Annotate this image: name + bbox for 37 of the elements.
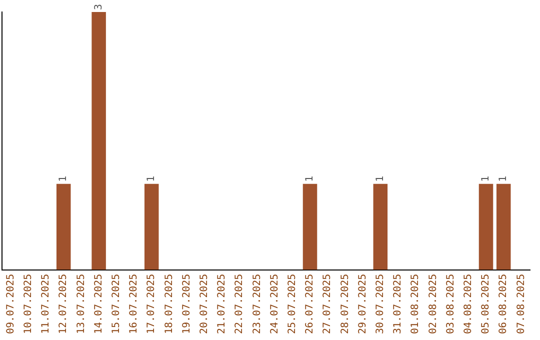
x-tick-label: 06.08.2025 <box>498 274 510 334</box>
x-tick-label: 01.08.2025 <box>410 274 422 334</box>
x-tick-label: 07.08.2025 <box>516 274 527 334</box>
x-tick-label: 23.07.2025 <box>252 274 263 334</box>
data-label: 1 <box>374 176 386 182</box>
data-label: 3 <box>93 4 104 10</box>
x-tick-label: 03.08.2025 <box>445 274 456 334</box>
x-tick-label: 26.07.2025 <box>304 274 316 334</box>
x-tick-label: 31.07.2025 <box>392 274 404 334</box>
x-tick-label: 15.07.2025 <box>110 274 122 334</box>
data-label: 1 <box>480 176 492 182</box>
x-tick-label: 27.07.2025 <box>322 274 334 334</box>
x-tick-label: 25.07.2025 <box>286 274 298 334</box>
x-tick-label: 09.07.2025 <box>5 274 16 334</box>
data-label: 1 <box>146 176 158 182</box>
x-tick-label: 10.07.2025 <box>22 274 34 334</box>
x-tick-label: 04.08.2025 <box>462 274 474 334</box>
x-tick-label: 11.07.2025 <box>40 274 52 334</box>
x-tick-label: 29.07.2025 <box>357 274 368 334</box>
x-tick-label: 16.07.2025 <box>128 274 140 334</box>
data-label: 1 <box>498 176 510 182</box>
x-tick-label: 14.07.2025 <box>93 274 104 334</box>
x-tick-label: 17.07.2025 <box>146 274 158 334</box>
x-tick-label: 12.07.2025 <box>58 274 70 334</box>
x-tick-label: 19.07.2025 <box>181 274 192 334</box>
x-tick-label: 21.07.2025 <box>216 274 228 334</box>
x-tick-label: 13.07.2025 <box>76 274 87 334</box>
x-tick-label: 28.07.2025 <box>340 274 351 334</box>
x-tick-label: 05.08.2025 <box>480 274 492 334</box>
data-label: 1 <box>304 176 316 182</box>
x-tick-label: 02.08.2025 <box>428 274 439 334</box>
x-tick-label: 30.07.2025 <box>374 274 386 334</box>
x-tick-label: 20.07.2025 <box>198 274 210 334</box>
x-tick-label: 24.07.2025 <box>269 274 280 334</box>
x-tick-label: 22.07.2025 <box>234 274 246 334</box>
x-tick-label: 18.07.2025 <box>164 274 175 334</box>
data-label: 1 <box>58 176 70 182</box>
